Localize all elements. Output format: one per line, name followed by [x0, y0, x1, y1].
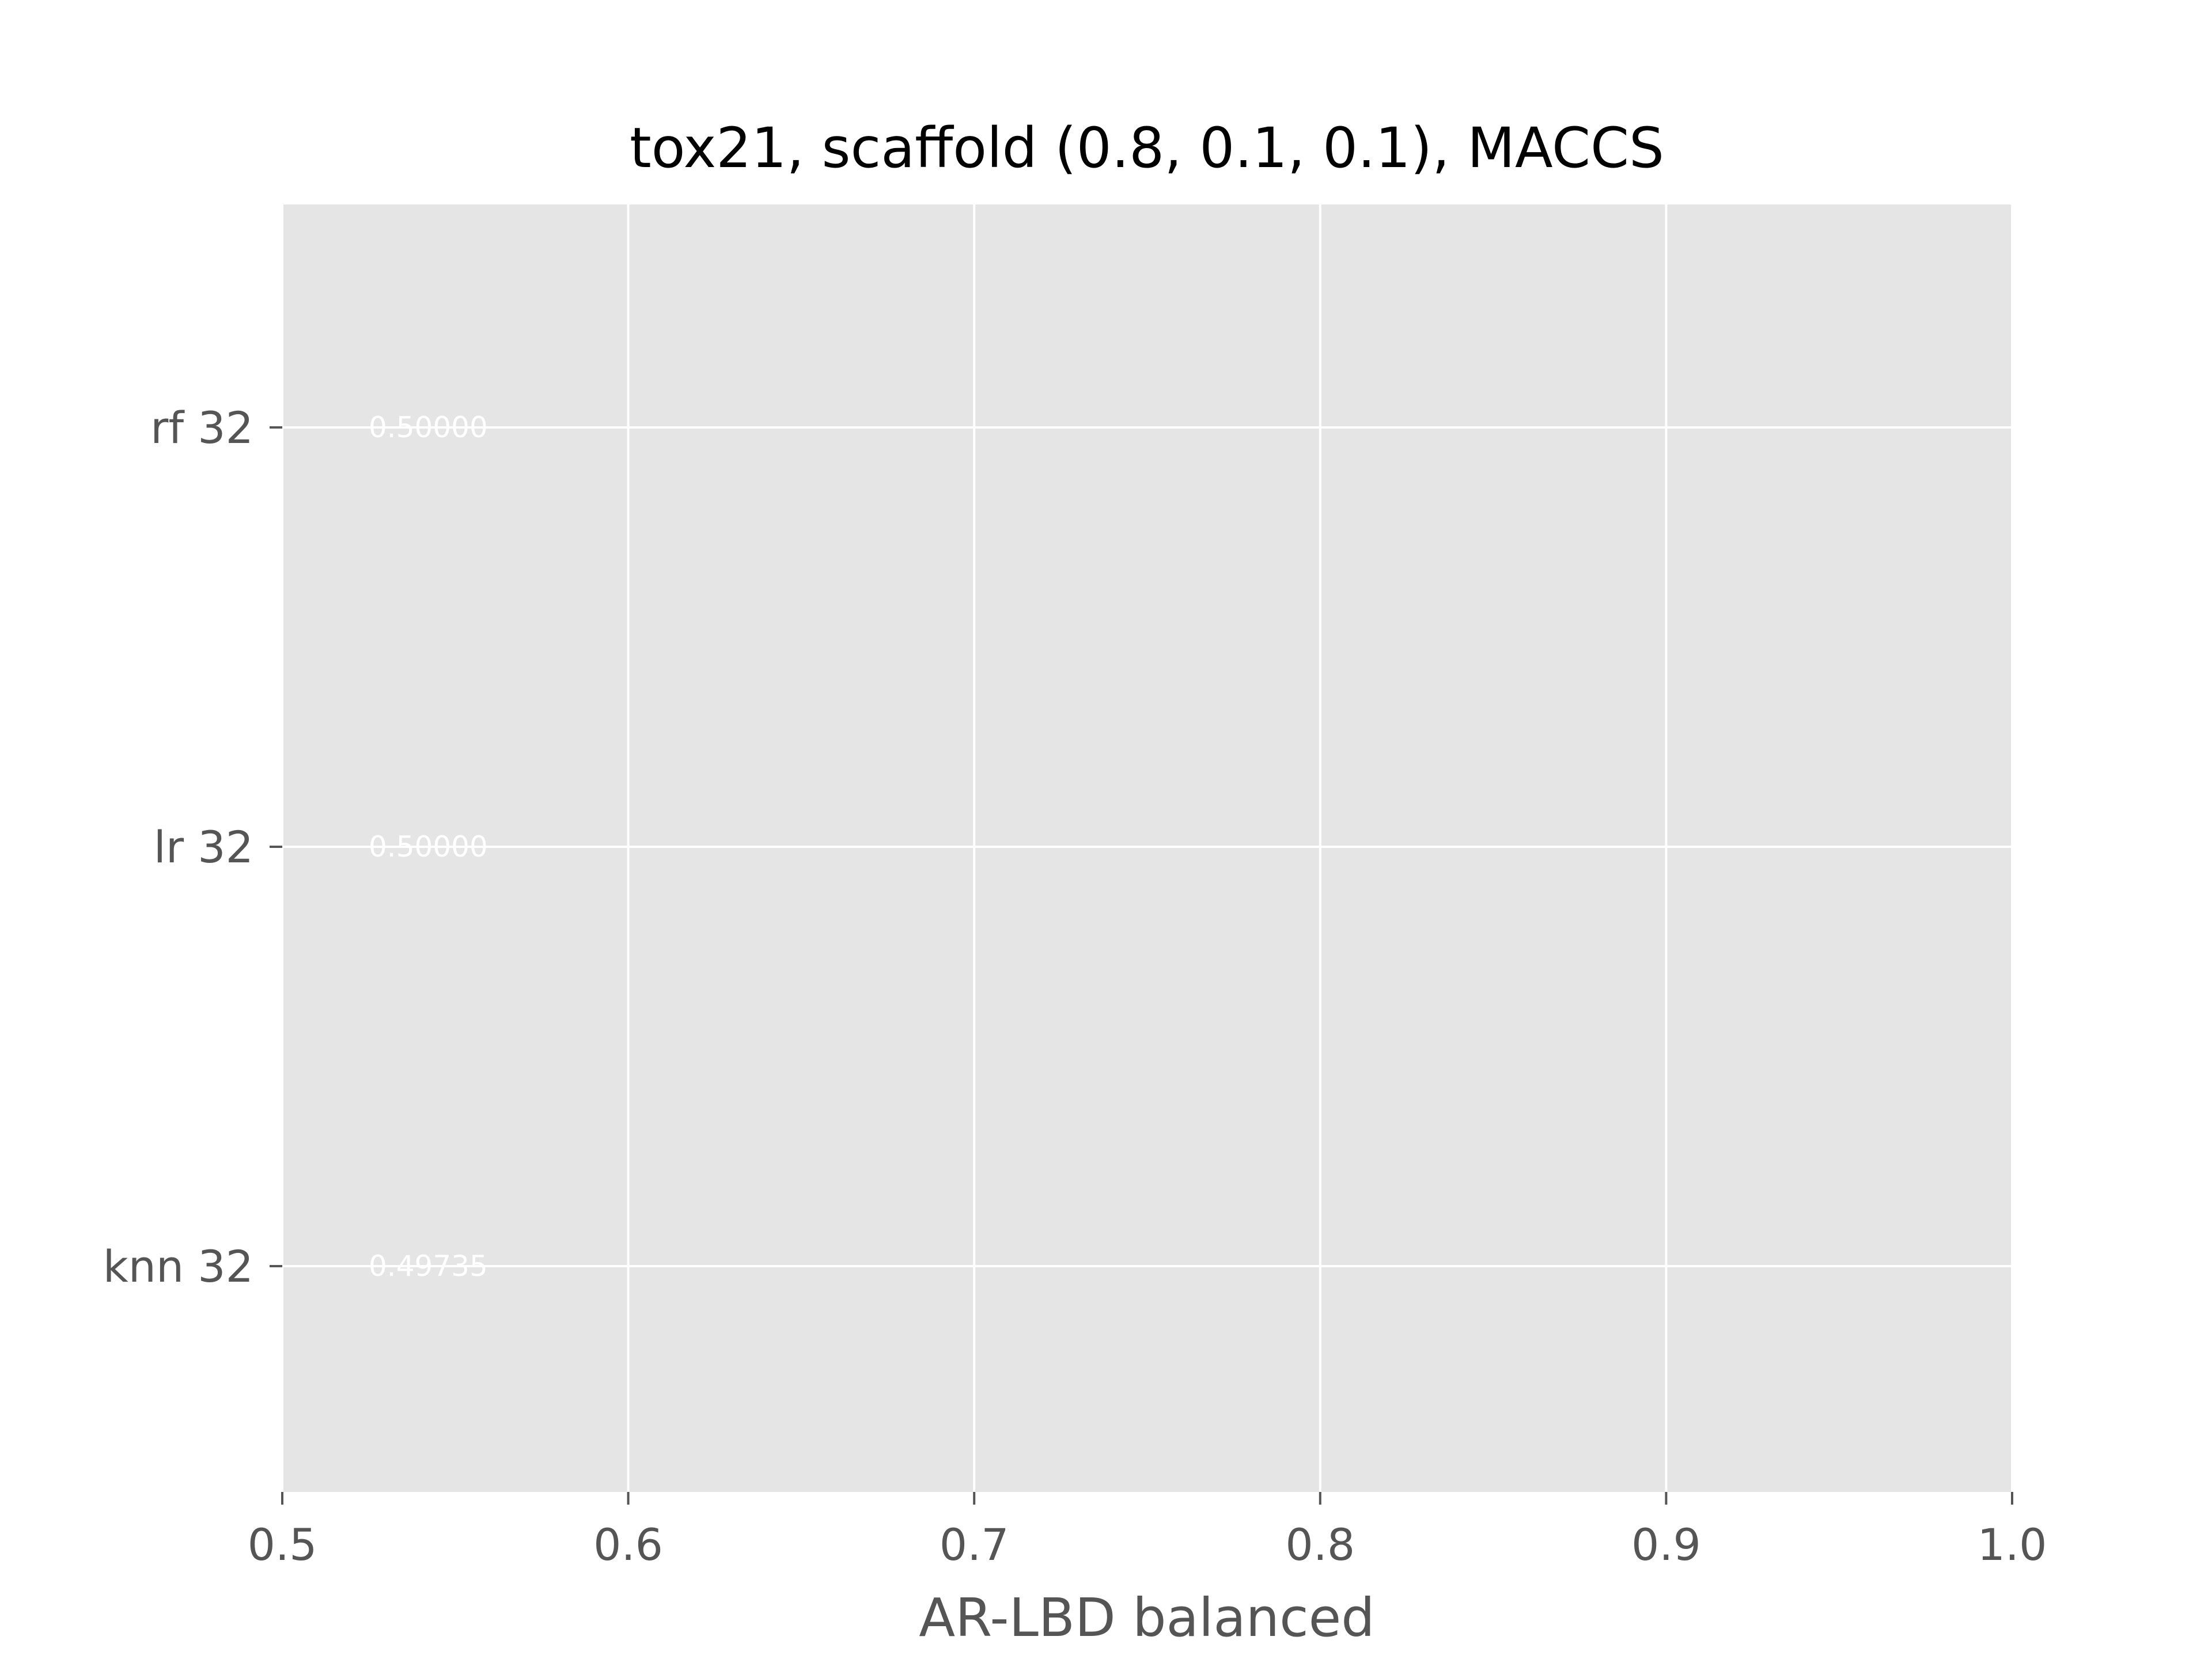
chart-title: tox21, scaffold (0.8, 0.1, 0.1), MACCS [630, 116, 1664, 180]
bar-value-label: 0.50000 [369, 830, 488, 863]
y-tick-label: knn 32 [103, 1241, 253, 1292]
x-tick-label: 0.6 [593, 1519, 663, 1570]
x-tick-label: 0.8 [1285, 1519, 1355, 1570]
y-tick-label: rf 32 [150, 402, 253, 453]
x-axis: 0.5 0.6 0.7 0.8 0.9 1.0 [248, 1492, 2047, 1570]
x-axis-label: AR-LBD balanced [919, 1587, 1374, 1649]
x-tick-label: 0.5 [248, 1519, 317, 1570]
plot-background [282, 204, 2012, 1492]
bar-value-label: 0.49735 [369, 1249, 488, 1283]
x-tick-label: 1.0 [1978, 1519, 2047, 1570]
x-tick-label: 0.9 [1631, 1519, 1701, 1570]
grid-layer [281, 204, 2013, 1492]
y-axis: rf 32 lr 32 knn 32 [103, 402, 282, 1292]
data-labels: 0.50000 0.50000 0.49735 [369, 411, 488, 1283]
bar-value-label: 0.50000 [369, 411, 488, 444]
x-tick-label: 0.7 [940, 1519, 1009, 1570]
y-tick-label: lr 32 [154, 821, 253, 873]
